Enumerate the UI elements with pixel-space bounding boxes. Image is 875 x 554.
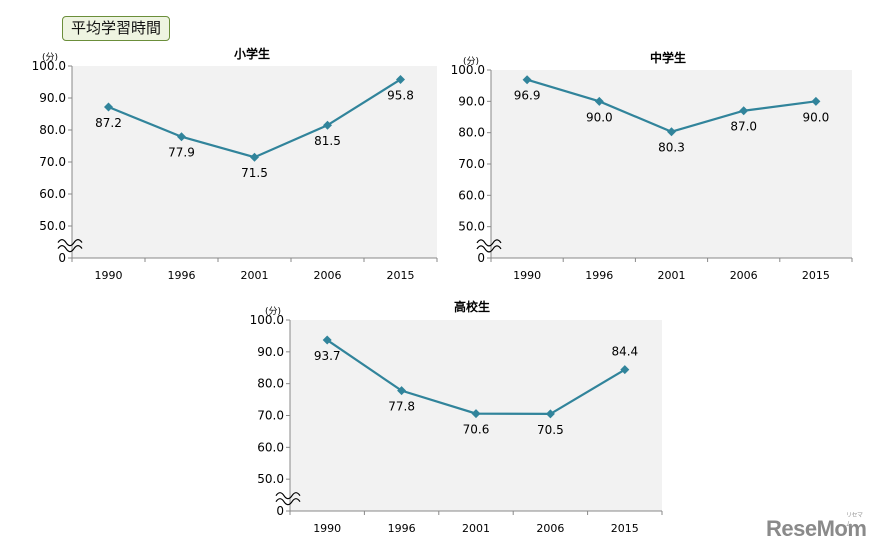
data-label: 95.8 (387, 88, 414, 102)
y-tick-label: 70.0 (257, 409, 284, 423)
y-tick-label: 70.0 (39, 155, 66, 169)
y-tick-label: 0 (276, 504, 284, 518)
y-tick-label: 50.0 (257, 472, 284, 486)
data-label: 96.9 (514, 89, 541, 103)
y-tick-label: 100.0 (451, 63, 485, 77)
data-label: 77.8 (388, 400, 415, 414)
data-label: 93.7 (314, 349, 341, 363)
x-tick-label: 2006 (314, 269, 342, 282)
data-point-marker (396, 74, 405, 84)
y-tick-label: 50.0 (39, 219, 66, 233)
x-tick-label: 1990 (95, 269, 123, 282)
y-tick-label: 90.0 (39, 91, 66, 105)
y-tick-label: 90.0 (458, 94, 485, 108)
y-tick-label: 100.0 (250, 313, 284, 327)
y-tick-label: 80.0 (39, 123, 66, 137)
plot-area (491, 70, 852, 258)
y-tick-label: 50.0 (458, 220, 485, 234)
data-label: 84.4 (611, 345, 638, 359)
y-tick-label: 80.0 (257, 377, 284, 391)
data-label: 87.0 (730, 120, 757, 134)
data-label: 71.5 (241, 166, 268, 180)
data-label: 81.5 (314, 134, 341, 148)
y-tick-label: 100.0 (32, 59, 66, 73)
data-point-marker (471, 409, 481, 419)
x-tick-label: 2015 (387, 269, 415, 282)
x-tick-label: 2015 (802, 269, 830, 282)
axis-break-icon (275, 498, 301, 506)
x-tick-label: 2001 (462, 522, 490, 535)
data-point-marker (620, 365, 630, 375)
axis-break-icon (476, 245, 502, 253)
data-point-marker (104, 102, 113, 112)
x-tick-label: 2001 (241, 269, 269, 282)
chart-title: 中学生 (650, 50, 686, 65)
x-tick-label: 1996 (388, 522, 416, 535)
chart-title: 高校生 (454, 299, 490, 314)
x-tick-label: 1996 (585, 269, 613, 282)
data-label: 90.0 (586, 110, 613, 124)
y-tick-label: 70.0 (458, 157, 485, 171)
logo-subtext: リセマム (846, 513, 863, 528)
data-point-marker (739, 106, 749, 116)
y-tick-label: 60.0 (458, 188, 485, 202)
x-tick-label: 2015 (611, 522, 639, 535)
chart-title: 小学生 (234, 46, 270, 61)
y-axis-unit-label: (分) (463, 56, 479, 67)
y-tick-label: 90.0 (257, 345, 284, 359)
page-title: 平均学習時間 (62, 16, 171, 41)
logo-text: ReseMom (766, 516, 867, 541)
y-tick-label: 60.0 (257, 440, 284, 454)
data-label: 90.0 (803, 110, 830, 124)
axis-break-icon (476, 239, 502, 247)
x-tick-label: 2006 (730, 269, 758, 282)
y-tick-label: 0 (477, 251, 485, 265)
data-label: 77.9 (168, 146, 195, 160)
data-point-marker (811, 96, 821, 106)
data-label: 70.5 (537, 423, 564, 437)
data-label: 80.3 (658, 141, 685, 155)
y-tick-label: 0 (58, 251, 66, 265)
y-axis-unit-label: (分) (42, 52, 58, 63)
x-tick-label: 1996 (168, 269, 196, 282)
data-point-marker (522, 75, 532, 85)
axis-break-icon (275, 492, 301, 500)
y-tick-label: 60.0 (39, 187, 66, 201)
y-tick-label: 80.0 (458, 126, 485, 140)
axis-break-icon (57, 239, 83, 247)
data-point-marker (177, 132, 186, 142)
y-axis-unit-label: (分) (265, 306, 281, 317)
data-point-marker (250, 152, 259, 162)
data-label: 87.2 (95, 116, 122, 130)
x-tick-label: 1990 (513, 269, 541, 282)
data-point-marker (545, 409, 555, 419)
plot-area (72, 66, 437, 258)
data-label: 70.6 (463, 423, 490, 437)
x-tick-label: 2001 (658, 269, 686, 282)
data-point-marker (323, 120, 332, 130)
data-point-marker (397, 386, 407, 396)
data-point-marker (667, 127, 676, 137)
resemom-logo: ReseMom リセマム (766, 513, 867, 542)
x-tick-label: 2006 (536, 522, 564, 535)
axis-break-icon (57, 245, 83, 253)
data-point-marker (594, 96, 604, 106)
x-tick-label: 1990 (313, 522, 341, 535)
data-point-marker (322, 335, 332, 345)
